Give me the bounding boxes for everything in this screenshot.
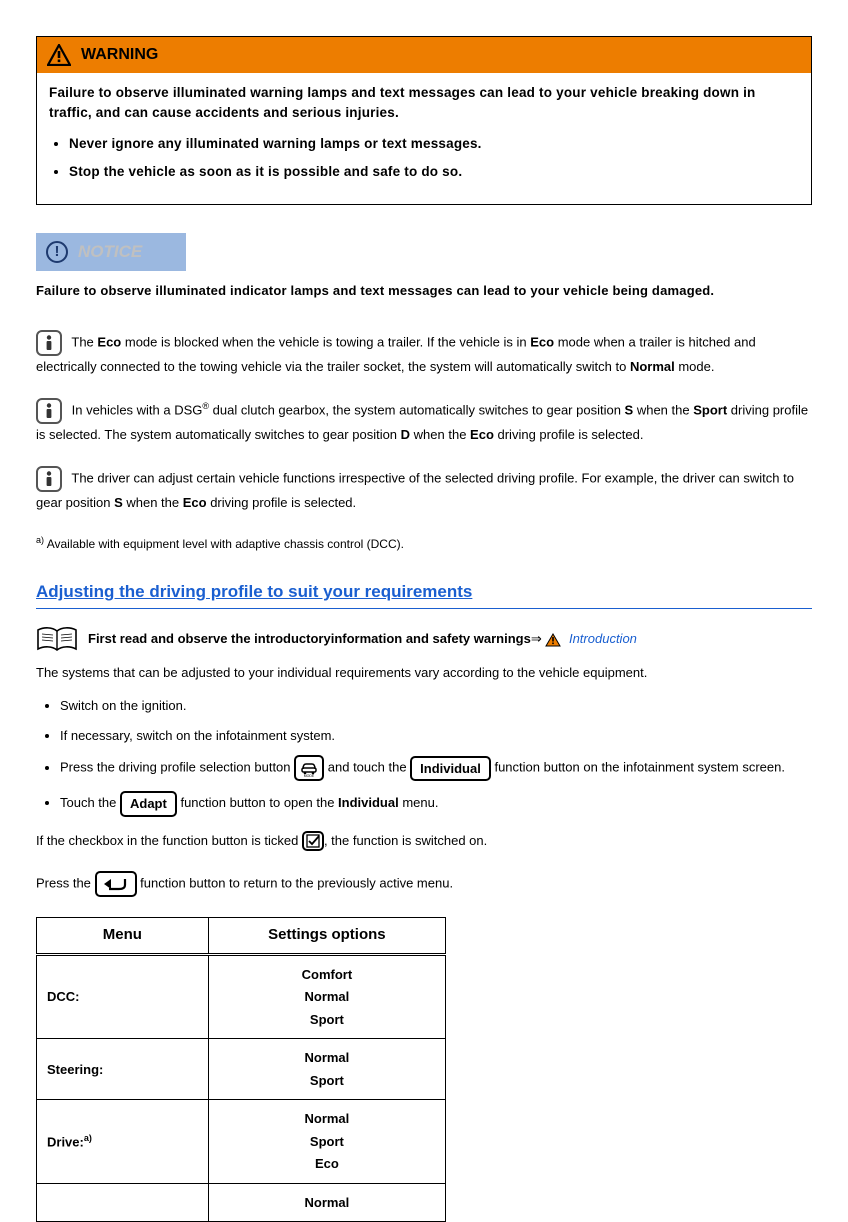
table-options-cell: Normal bbox=[208, 1183, 445, 1222]
text-bold: Eco bbox=[183, 495, 207, 510]
table-header-menu: Menu bbox=[37, 918, 209, 955]
warning-body: Failure to observe illuminated warning l… bbox=[37, 73, 811, 204]
step-item: If necessary, switch on the infotainment… bbox=[60, 726, 812, 746]
info-note-3: The driver can adjust certain vehicle fu… bbox=[36, 466, 812, 514]
svg-text:MODE: MODE bbox=[304, 774, 315, 777]
warning-bullets: Never ignore any illuminated warning lam… bbox=[49, 134, 799, 183]
text-bold: Eco bbox=[530, 334, 554, 349]
text: In vehicles with a DSG bbox=[72, 403, 203, 418]
table-options-cell: NormalSportEco bbox=[208, 1100, 445, 1184]
checked-checkbox-icon bbox=[302, 831, 324, 851]
text: dual clutch gearbox, the system automati… bbox=[209, 403, 625, 418]
info-note-2: In vehicles with a DSG® dual clutch gear… bbox=[36, 398, 812, 446]
warning-bullet: Stop the vehicle as soon as it is possib… bbox=[69, 162, 799, 182]
table-row: Steering:NormalSport bbox=[37, 1039, 446, 1100]
text: function button to return to the previou… bbox=[140, 876, 453, 891]
table-menu-cell: Steering: bbox=[37, 1039, 209, 1100]
text: when the bbox=[410, 427, 470, 442]
text: mode is blocked when the vehicle is towi… bbox=[121, 334, 530, 349]
text: The bbox=[71, 334, 97, 349]
text-bold: D bbox=[401, 427, 410, 442]
text: when the bbox=[633, 403, 693, 418]
read-first-text: First read and observe the introductoryi… bbox=[88, 629, 637, 649]
table-header-options: Settings options bbox=[208, 918, 445, 955]
mode-button-icon: MODE bbox=[294, 755, 324, 781]
notice-text: Failure to observe illuminated indicator… bbox=[36, 281, 812, 301]
warning-intro: Failure to observe illuminated warning l… bbox=[49, 83, 799, 124]
text: driving profile is selected. bbox=[494, 427, 644, 442]
step-item: Press the driving profile selection butt… bbox=[60, 755, 812, 781]
warning-box: WARNING Failure to observe illuminated w… bbox=[36, 36, 812, 205]
text-bold: First read and observe the introductoryi… bbox=[88, 631, 531, 646]
table-menu-cell: DCC: bbox=[37, 954, 209, 1039]
text-bold: Normal bbox=[630, 359, 675, 374]
text: If the checkbox in the function button i… bbox=[36, 833, 302, 848]
step-item: Touch the Adapt function button to open … bbox=[60, 791, 812, 817]
text: Press the bbox=[36, 876, 95, 891]
text: and touch the bbox=[328, 760, 410, 775]
table-menu-cell bbox=[37, 1183, 209, 1222]
text: Touch the bbox=[60, 795, 120, 810]
steps-list: Switch on the ignition. If necessary, sw… bbox=[36, 696, 812, 817]
individual-button: Individual bbox=[410, 756, 491, 782]
warning-triangle-icon bbox=[47, 44, 71, 66]
text: mode. bbox=[675, 359, 715, 374]
notice-header: ! NOTICE bbox=[36, 233, 186, 271]
text: Press the driving profile selection butt… bbox=[60, 760, 294, 775]
footnote: a) Available with equipment level with a… bbox=[36, 534, 812, 553]
adapt-button: Adapt bbox=[120, 791, 177, 817]
back-arrow-icon bbox=[95, 871, 137, 897]
table-row: Drive:a)NormalSportEco bbox=[37, 1100, 446, 1184]
notice-exclamation-icon: ! bbox=[46, 241, 68, 263]
text: function button to open the bbox=[180, 795, 338, 810]
read-first-line: First read and observe the introductoryi… bbox=[36, 625, 812, 653]
text: function button on the infotainment syst… bbox=[494, 760, 785, 775]
back-line: Press the function button to return to t… bbox=[36, 871, 812, 897]
text-bold: S bbox=[625, 403, 634, 418]
info-icon bbox=[36, 398, 62, 424]
table-row: DCC:ComfortNormalSport bbox=[37, 954, 446, 1039]
introduction-link[interactable]: Introduction bbox=[569, 631, 637, 646]
info-icon bbox=[36, 466, 62, 492]
text-bold: Eco bbox=[97, 334, 121, 349]
open-book-icon bbox=[36, 625, 78, 653]
footnote-sup: a) bbox=[36, 535, 44, 545]
section-title: Adjusting the driving profile to suit yo… bbox=[36, 579, 812, 609]
text: driving profile is selected. bbox=[207, 495, 357, 510]
footnote-text: Available with equipment level with adap… bbox=[44, 537, 404, 551]
section-description: The systems that can be adjusted to your… bbox=[36, 663, 812, 683]
warning-bullet: Never ignore any illuminated warning lam… bbox=[69, 134, 799, 154]
table-options-cell: ComfortNormalSport bbox=[208, 954, 445, 1039]
warning-header: WARNING bbox=[37, 37, 811, 73]
checkbox-line: If the checkbox in the function button i… bbox=[36, 831, 812, 852]
text: , the function is switched on. bbox=[324, 833, 487, 848]
warning-title: WARNING bbox=[81, 43, 158, 67]
text: when the bbox=[123, 495, 183, 510]
table-menu-cell: Drive:a) bbox=[37, 1100, 209, 1184]
info-icon bbox=[36, 330, 62, 356]
table-options-cell: NormalSport bbox=[208, 1039, 445, 1100]
text-bold: S bbox=[114, 495, 123, 510]
info-note-1: The Eco mode is blocked when the vehicle… bbox=[36, 330, 812, 378]
step-item: Switch on the ignition. bbox=[60, 696, 812, 716]
text-bold: Sport bbox=[693, 403, 727, 418]
arrow: ⇒ bbox=[531, 631, 542, 646]
small-warning-triangle-icon bbox=[545, 633, 561, 647]
text-bold: Individual bbox=[338, 795, 399, 810]
notice-label: NOTICE bbox=[78, 239, 142, 265]
table-row: Normal bbox=[37, 1183, 446, 1222]
text: menu. bbox=[399, 795, 439, 810]
settings-table: Menu Settings options DCC:ComfortNormalS… bbox=[36, 917, 446, 1222]
text-bold: Eco bbox=[470, 427, 494, 442]
